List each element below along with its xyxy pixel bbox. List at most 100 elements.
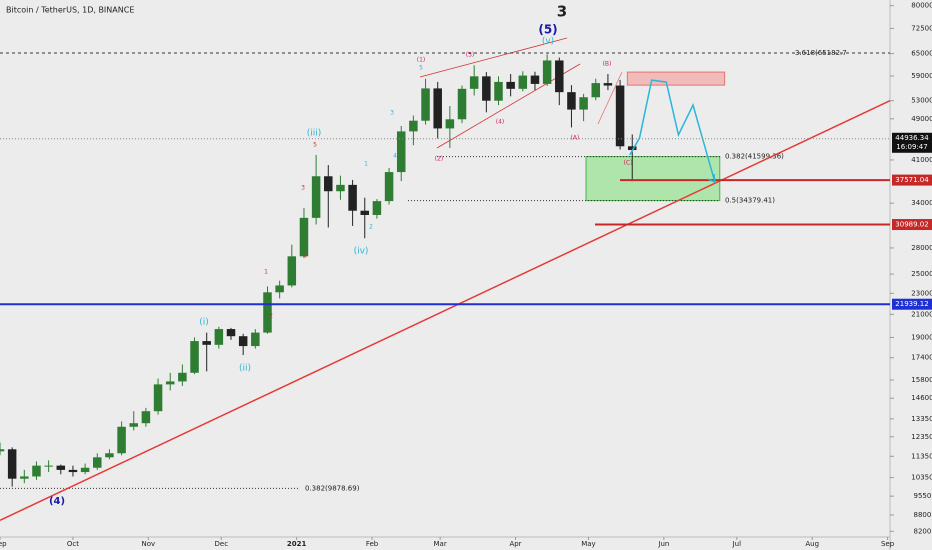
candle-body — [555, 60, 564, 93]
candle-body — [396, 131, 406, 173]
candle-body — [20, 476, 29, 479]
candle-body — [251, 332, 260, 347]
candle-body — [433, 88, 442, 129]
wave-label: 2 — [269, 313, 273, 320]
y-tick-label: 59000.00 — [911, 72, 932, 80]
chart-title: Bitcoin / TetherUS, 1D, BINANCE — [6, 6, 134, 15]
candle-body — [627, 146, 637, 151]
candle-body — [178, 372, 187, 382]
candle-body — [494, 81, 503, 101]
candle-body — [44, 465, 53, 467]
wave-label: (4) — [496, 119, 505, 126]
price-tag — [892, 298, 932, 310]
candle-body — [263, 292, 272, 333]
price-tag — [892, 174, 932, 186]
y-tick-label: 34000.00 — [911, 199, 932, 207]
wave-label: 5 — [313, 142, 317, 149]
wave-label: (1) — [417, 57, 426, 64]
trendline — [0, 100, 891, 521]
y-tick-label: 23000.00 — [911, 289, 932, 297]
x-tick-label: Feb — [366, 540, 379, 548]
candle-body — [421, 88, 430, 121]
candle-body — [7, 449, 17, 479]
price-tag-label: 37571.04 — [895, 176, 929, 184]
x-tick-label: Jun — [657, 540, 669, 548]
y-tick-label: 65000.00 — [911, 50, 932, 58]
wave-label: 4 — [303, 253, 307, 260]
candle-body — [591, 83, 601, 98]
heading: 3 — [557, 3, 567, 21]
x-tick-label: Sep — [881, 540, 895, 548]
wave-label: (i) — [199, 318, 209, 328]
price-tag-label: 21939.12 — [895, 300, 928, 308]
x-tick-label: Jul — [732, 540, 742, 548]
y-tick-label: 28000.00 — [911, 244, 932, 252]
y-tick-label: 10350.00 — [911, 474, 932, 482]
y-tick-label: 8800.00 — [914, 511, 932, 519]
candle-body — [238, 336, 248, 347]
candle-body — [93, 457, 102, 468]
y-tick-label: 14600.00 — [911, 394, 932, 402]
wave-label: (iii) — [307, 129, 322, 139]
y-tick-label: 53000.00 — [911, 97, 932, 105]
candle-body — [153, 384, 163, 412]
candle-body — [214, 329, 224, 345]
candle-body — [287, 256, 297, 286]
y-tick-label: 13350.00 — [911, 415, 932, 423]
candle-body — [80, 467, 90, 473]
candle-body — [68, 469, 78, 473]
x-tick-label: 2021 — [287, 540, 307, 548]
y-tick-label: 12350.00 — [911, 433, 932, 441]
y-tick-label: 19000.00 — [911, 333, 932, 341]
candle-body — [409, 120, 418, 132]
candle-body — [482, 76, 491, 101]
candle-body — [129, 423, 138, 427]
x-tick-label: Mar — [434, 540, 447, 548]
wedge-line — [597, 71, 623, 125]
candle-body — [445, 119, 455, 129]
y-tick-label: 15800.00 — [911, 376, 932, 384]
y-tick-label: 8200.00 — [914, 527, 932, 535]
candle-body — [469, 76, 479, 89]
candle-body — [530, 75, 540, 84]
y-tick-label: 80000.00 — [911, 2, 932, 10]
wave-label: 1 — [364, 161, 368, 168]
wave-label: (2) — [435, 156, 444, 163]
countdown: 16:09:47 — [896, 143, 927, 151]
x-tick-label: Dec — [215, 540, 229, 548]
wave-label: (A) — [571, 135, 580, 142]
wave-label: (iv) — [354, 247, 369, 257]
wave-label: 3 — [390, 110, 394, 117]
wave-label: 5 — [419, 65, 423, 72]
candle-body — [275, 285, 284, 293]
wave-label: 1 — [264, 269, 268, 276]
fib-label: 0.382(9878.69) — [305, 484, 360, 492]
candle-body — [202, 341, 211, 345]
wedge-line — [419, 37, 568, 78]
candle-body — [165, 381, 175, 385]
wave-label: (v) — [542, 37, 554, 47]
wave-label: 3 — [301, 185, 305, 192]
candle-body — [141, 411, 151, 424]
wave-label: (5) — [538, 23, 557, 37]
y-tick-label: 21000.00 — [911, 310, 932, 318]
wave-label: (ii) — [239, 364, 251, 374]
wave-label: (4) — [49, 496, 65, 507]
candle-body — [226, 329, 236, 337]
candle-body — [615, 85, 625, 147]
y-tick-label: 9550.00 — [914, 492, 932, 500]
candle-body — [311, 176, 321, 218]
projection-arrowhead — [707, 173, 716, 184]
candle-body — [56, 465, 66, 470]
y-tick-label: 17400.00 — [911, 354, 932, 362]
wave-label: (C) — [624, 160, 633, 167]
fib-label: 3.618(65182.7 — [795, 49, 847, 57]
candle-body — [372, 201, 382, 215]
target-zone — [585, 156, 721, 202]
candle-body — [190, 341, 199, 373]
candle-body — [32, 465, 41, 477]
candle-body — [603, 83, 613, 86]
candle-body — [324, 176, 333, 192]
fib-label: 0.382(41599.36) — [725, 153, 784, 161]
